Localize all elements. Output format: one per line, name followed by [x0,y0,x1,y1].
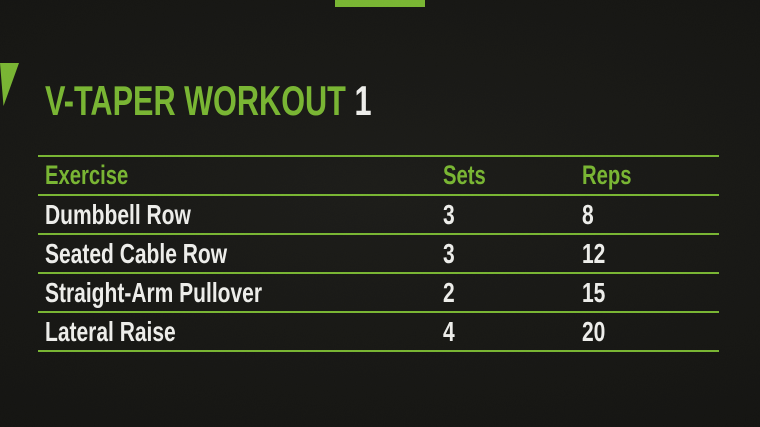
page-title-text: V-TAPER WORKOUT [45,77,346,124]
table-row: Seated Cable Row 3 12 [38,233,719,272]
cell-sets: 3 [443,198,455,230]
top-accent-bar [335,0,425,7]
table-row: Straight-Arm Pullover 2 15 [38,272,719,311]
cell-reps: 15 [582,276,606,308]
cell-exercise: Dumbbell Row [45,198,191,230]
cell-exercise: Straight-Arm Pullover [45,276,263,308]
table-header-row: Exercise Sets Reps [38,155,719,194]
cell-sets: 4 [443,315,455,347]
cell-exercise: Seated Cable Row [45,237,228,269]
page-title: V-TAPER WORKOUT 1 [45,80,371,122]
column-header-exercise: Exercise [45,160,129,190]
column-header-sets: Sets [443,160,486,190]
v-triangle-icon [0,63,19,106]
workout-number: 1 [354,77,372,124]
table-row: Lateral Raise 4 20 [38,311,719,350]
table-row: Dumbbell Row 3 8 [38,194,719,233]
workout-table: Exercise Sets Reps Dumbbell Row 3 8 Seat… [38,155,719,352]
cell-reps: 8 [582,198,594,230]
cell-sets: 2 [443,276,455,308]
column-header-reps: Reps [582,160,632,190]
cell-reps: 20 [582,315,606,347]
cell-exercise: Lateral Raise [45,315,176,347]
cell-sets: 3 [443,237,455,269]
cell-reps: 12 [582,237,606,269]
